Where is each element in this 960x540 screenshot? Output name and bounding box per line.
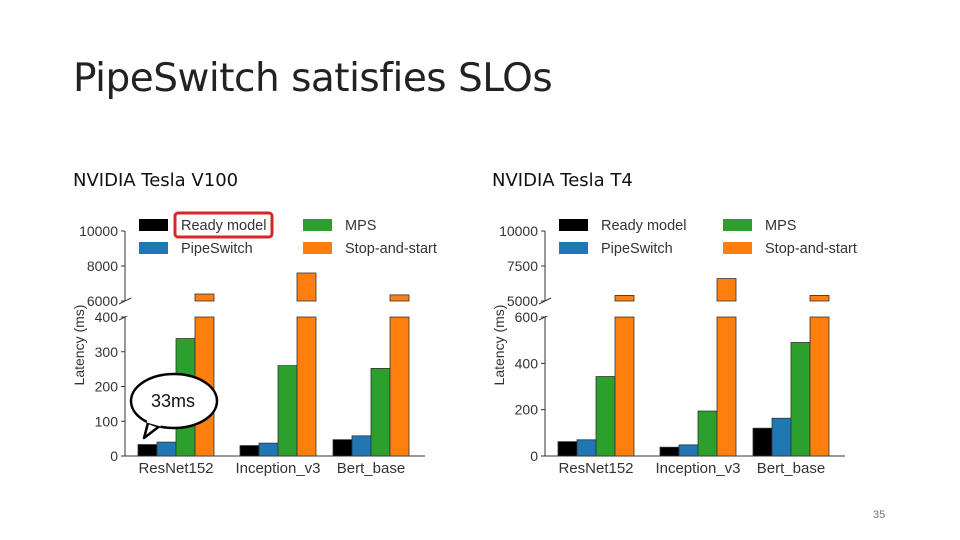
legend-label-ready-model: Ready model [181,218,266,234]
y-tick-label: 5000 [507,293,538,309]
y-tick-label: 6000 [87,293,118,309]
bar-ready-model-inception-v3 [659,446,680,457]
bar-mps-inception-v3 [277,365,298,457]
legend-highlight-box [173,211,274,239]
x-tick-label-inception-v3: Inception_v3 [655,460,740,477]
bar-mps-bert-base [370,368,391,457]
bar-stop-and-start-inception-v3 [296,316,317,457]
legend-swatch-ready-model [139,219,168,231]
x-tick-label-resnet152: ResNet152 [138,460,213,477]
y-tick-label: 100 [95,413,119,429]
bar-mps-inception-v3 [697,410,718,457]
y-tick-label: 400 [515,355,539,371]
axis-break-gap [126,302,426,316]
legend-label-mps: MPS [345,218,376,234]
bar-ready-model-inception-v3 [239,445,260,457]
legend-swatch-stop-and-start [303,242,332,254]
y-tick-label: 10000 [499,223,538,239]
bar-stop-and-start-bert-base [809,316,830,457]
y-tick-label: 8000 [87,258,118,274]
callout-text: 33ms [151,391,195,411]
bar-upper-stop-and-start-inception-v3 [296,272,317,302]
y-tick-label: 200 [95,379,119,395]
legend-label-mps: MPS [765,218,796,234]
legend-label-ready-model: Ready model [601,218,686,234]
x-tick-label-bert-base: Bert_base [757,460,825,477]
legend-label-stop-and-start: Stop-and-start [765,241,857,257]
legend-swatch-pipeswitch [559,242,588,254]
legend-label-pipeswitch: PipeSwitch [601,241,673,257]
chart-title-t4: NVIDIA Tesla T4 [492,170,633,191]
bar-stop-and-start-inception-v3 [716,316,737,457]
legend-swatch-ready-model [559,219,588,231]
bar-stop-and-start-bert-base [389,316,410,457]
bar-upper-stop-and-start-bert-base [389,294,410,302]
x-tick-label-bert-base: Bert_base [337,460,405,477]
bar-upper-stop-and-start-inception-v3 [716,278,737,302]
bar-mps-resnet152 [595,376,616,457]
bar-pipeswitch-inception-v3 [258,442,279,457]
y-tick-label: 600 [515,309,539,325]
bar-upper-stop-and-start-resnet152 [194,293,215,302]
y-tick-label: 200 [515,402,539,418]
bar-upper-stop-and-start-resnet152 [614,295,635,302]
bar-pipeswitch-bert-base [351,435,372,457]
legend-swatch-stop-and-start [723,242,752,254]
page-number: 35 [873,509,886,521]
legend-label-stop-and-start: Stop-and-start [345,241,437,257]
legend-swatch-pipeswitch [139,242,168,254]
callout-bubble: 33ms [129,372,219,440]
bar-upper-stop-and-start-bert-base [809,295,830,302]
legend-swatch-mps [303,219,332,231]
bar-stop-and-start-resnet152 [614,316,635,457]
x-tick-label-inception-v3: Inception_v3 [235,460,320,477]
y-axis-label: Latency (ms) [71,305,87,386]
y-tick-label: 400 [95,309,119,325]
axis-break-gap [546,302,846,316]
bar-ready-model-bert-base [332,439,353,457]
x-tick-label-resnet152: ResNet152 [558,460,633,477]
bar-ready-model-resnet152 [557,441,578,457]
bar-ready-model-bert-base [752,427,773,457]
y-tick-label: 0 [530,448,538,464]
slide-title: PipeSwitch satisfies SLOs [73,56,553,101]
y-axis-label: Latency (ms) [491,305,507,386]
y-tick-label: 0 [110,448,118,464]
bar-pipeswitch-resnet152 [576,439,597,457]
bar-mps-bert-base [790,342,811,457]
legend-label-pipeswitch: PipeSwitch [181,241,253,257]
y-tick-label: 10000 [79,223,118,239]
chart-title-v100: NVIDIA Tesla V100 [73,170,239,191]
y-tick-label: 300 [95,344,119,360]
bar-ready-model-resnet152 [137,444,158,457]
callout-ellipse [129,372,219,430]
bar-pipeswitch-bert-base [771,417,792,457]
bar-pipeswitch-resnet152 [156,441,177,457]
y-tick-label: 7500 [507,258,538,274]
legend-swatch-mps [723,219,752,231]
bar-pipeswitch-inception-v3 [678,444,699,457]
callout-join [146,419,162,427]
